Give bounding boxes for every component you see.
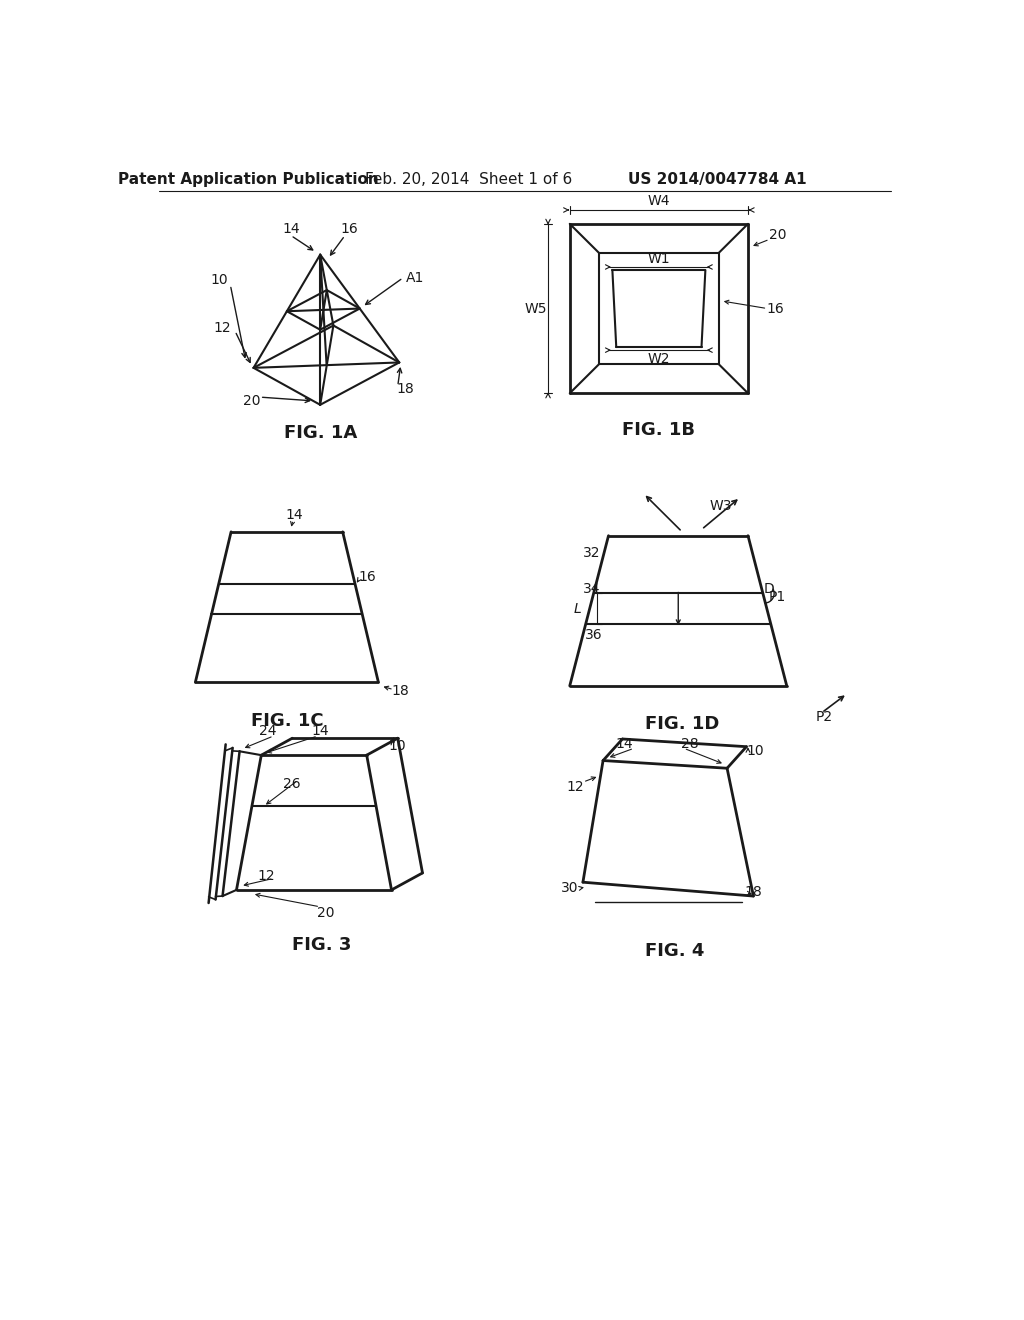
Text: 12: 12 [257, 869, 274, 883]
Text: 30: 30 [561, 882, 579, 895]
Text: 14: 14 [282, 222, 300, 236]
Text: 32: 32 [583, 545, 600, 560]
Text: 28: 28 [681, 737, 698, 751]
Text: 18: 18 [744, 886, 762, 899]
Text: FIG. 1B: FIG. 1B [623, 421, 695, 440]
Text: 16: 16 [358, 570, 377, 583]
Text: 18: 18 [396, 383, 415, 396]
Text: Feb. 20, 2014  Sheet 1 of 6: Feb. 20, 2014 Sheet 1 of 6 [366, 172, 572, 186]
Text: 10: 10 [389, 739, 407, 752]
Text: US 2014/0047784 A1: US 2014/0047784 A1 [628, 172, 806, 186]
Text: 24: 24 [259, 723, 276, 738]
Text: W5: W5 [524, 301, 547, 315]
Text: W2: W2 [647, 351, 670, 366]
Text: 12: 12 [214, 321, 231, 335]
Text: 14: 14 [311, 723, 329, 738]
Text: 18: 18 [391, 684, 409, 698]
Text: 14: 14 [286, 508, 303, 521]
Text: 36: 36 [585, 628, 602, 642]
Text: FIG. 1A: FIG. 1A [284, 424, 356, 442]
Text: 34: 34 [583, 582, 600, 595]
Text: W4: W4 [647, 194, 670, 207]
Text: FIG. 1C: FIG. 1C [251, 711, 324, 730]
Text: W1: W1 [647, 252, 670, 267]
Text: FIG. 4: FIG. 4 [645, 942, 705, 961]
Text: 16: 16 [340, 222, 357, 236]
Text: FIG. 3: FIG. 3 [292, 936, 351, 954]
Text: Patent Application Publication: Patent Application Publication [118, 172, 379, 186]
Text: D: D [764, 582, 774, 595]
Text: 16: 16 [766, 301, 784, 315]
Text: P2: P2 [815, 710, 833, 723]
Text: 10: 10 [211, 273, 228, 286]
Text: 20: 20 [769, 228, 786, 243]
Text: FIG. 1D: FIG. 1D [645, 715, 719, 734]
Text: A1: A1 [406, 271, 424, 285]
Text: 12: 12 [566, 780, 584, 795]
Text: L: L [573, 602, 582, 616]
Text: 14: 14 [615, 737, 633, 751]
Text: P1: P1 [769, 590, 786, 605]
Text: 26: 26 [284, 777, 301, 792]
Text: 20: 20 [316, 906, 335, 920]
Text: W3: W3 [710, 499, 732, 513]
Text: 10: 10 [746, 744, 765, 758]
Text: 20: 20 [244, 393, 261, 408]
